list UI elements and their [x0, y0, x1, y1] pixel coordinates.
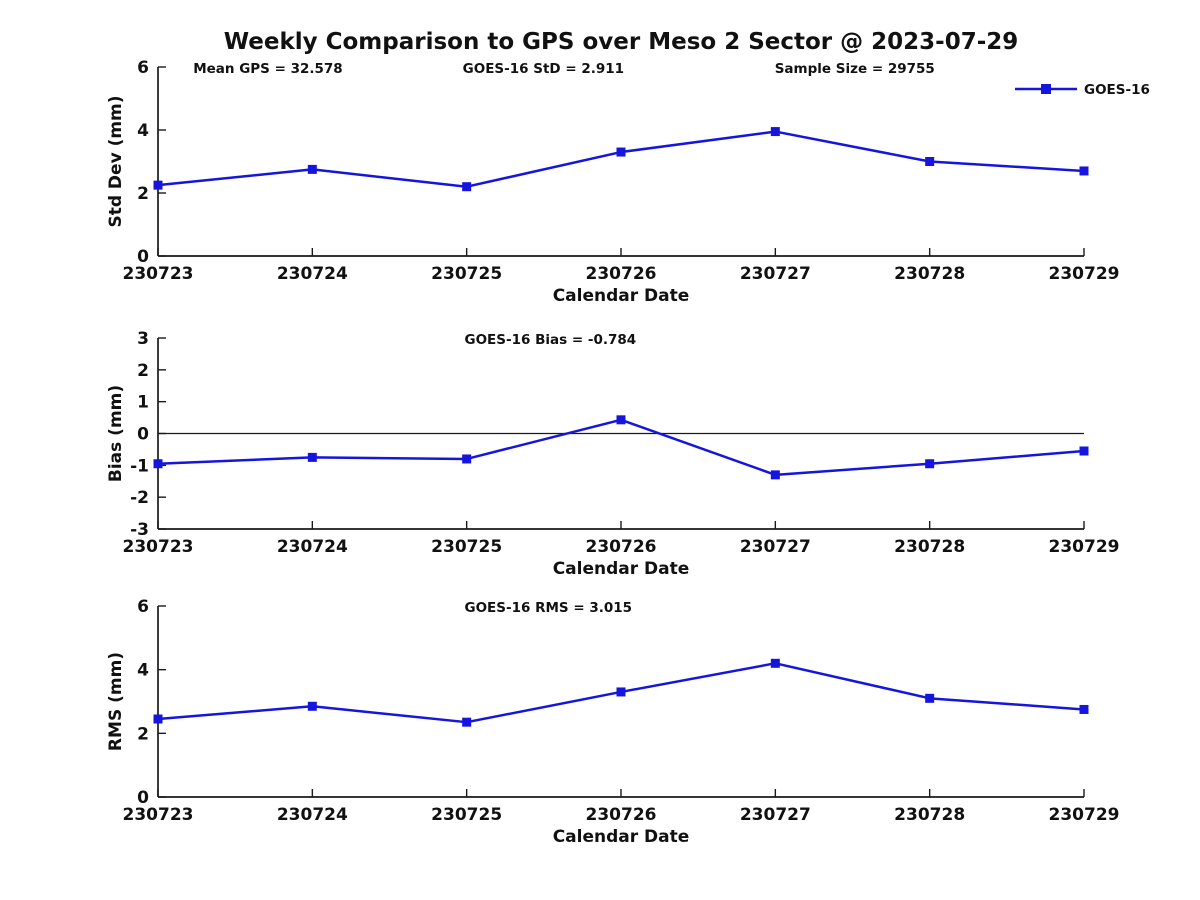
annotation: Sample Size = 29755 [775, 61, 935, 77]
data-point-marker [616, 415, 626, 425]
x-tick-label: 230729 [1049, 805, 1120, 825]
data-point-marker [307, 164, 317, 174]
data-point-marker [462, 717, 472, 727]
x-axis-label: Calendar Date [553, 559, 690, 579]
data-point-marker [925, 157, 935, 166]
y-tick-label: -2 [130, 488, 149, 508]
x-tick-label: 230728 [894, 805, 965, 825]
x-tick-label: 230725 [431, 805, 502, 825]
y-tick-label: 2 [137, 361, 149, 381]
y-tick-label: 0 [137, 247, 149, 267]
y-tick-label: 2 [137, 724, 149, 744]
x-axis-label: Calendar Date [553, 827, 690, 847]
y-tick-label: 2 [137, 184, 149, 204]
y-tick-label: 6 [137, 597, 149, 617]
data-point-marker [770, 127, 780, 137]
x-tick-label: 230726 [586, 805, 657, 825]
subplot-std-dev: 230723 230724 230725 230726 230727 230728 2307… [106, 58, 1150, 306]
y-axis-label: Std Dev (mm) [106, 95, 126, 227]
y-tick-label: -1 [130, 456, 149, 476]
y-axis-label: Bias (mm) [106, 385, 126, 482]
data-point-marker [307, 701, 317, 711]
y-tick-label: 3 [137, 329, 149, 349]
series-line [157, 130, 1085, 188]
y-tick-label: 4 [137, 661, 149, 681]
y-tick-label: 6 [137, 58, 149, 78]
x-tick-label: 230728 [894, 264, 965, 284]
data-point-marker [153, 459, 163, 469]
x-tick-label: 230729 [1049, 264, 1120, 284]
data-point-marker [770, 470, 780, 480]
y-tick-label: 4 [137, 121, 149, 141]
subplot-bias: 230723 230724 230725 230726 230727 230728 2307… [106, 329, 1119, 579]
x-tick-label: 230727 [740, 805, 811, 825]
y-tick-label: 1 [137, 393, 149, 413]
data-point-marker [1079, 446, 1089, 456]
chart-title: Weekly Comparison to GPS over Meso 2 Sec… [223, 29, 1019, 55]
x-tick-label: 230729 [1049, 537, 1120, 557]
x-tick-label: 230727 [740, 264, 811, 284]
x-tick-label: 230726 [586, 264, 657, 284]
series-line [157, 418, 1085, 477]
x-tick-label: 230727 [740, 537, 811, 557]
data-point-marker [1079, 166, 1089, 176]
x-tick-label: 230724 [277, 264, 348, 284]
x-tick-label: 230728 [894, 537, 965, 557]
x-tick-label: 230723 [123, 805, 194, 825]
y-tick-label: -3 [130, 520, 149, 540]
annotation: GOES-16 RMS = 3.015 [465, 600, 633, 616]
x-axis-label: Calendar Date [553, 286, 690, 306]
data-point-marker [770, 658, 780, 668]
x-tick-label: 230723 [123, 537, 194, 557]
x-tick-label: 230725 [431, 537, 502, 557]
subplot-rms: 230723 230724 230725 230726 230727 230728 2307… [106, 597, 1119, 847]
data-point-marker [153, 180, 163, 190]
data-point-marker [462, 182, 472, 192]
data-point-marker [462, 454, 472, 464]
x-tick-label: 230724 [277, 537, 348, 557]
x-tick-label: 230725 [431, 264, 502, 284]
data-point-marker [307, 452, 317, 462]
y-tick-label: 0 [137, 425, 149, 445]
annotation: GOES-16 Bias = -0.784 [465, 332, 637, 348]
legend: GOES-16 [1015, 82, 1150, 98]
x-tick-label: 230724 [277, 805, 348, 825]
data-point-marker [925, 459, 935, 469]
data-point-marker [616, 687, 626, 697]
data-point-marker [153, 714, 163, 724]
data-point-marker [616, 147, 626, 157]
legend-marker [1041, 84, 1051, 94]
y-tick-label: 0 [137, 788, 149, 808]
y-axis-label: RMS (mm) [106, 652, 126, 751]
legend-label: GOES-16 [1084, 82, 1150, 98]
annotation: GOES-16 StD = 2.911 [463, 61, 624, 77]
annotation: Mean GPS = 32.578 [193, 61, 343, 77]
data-point-marker [925, 693, 935, 703]
x-tick-label: 230726 [586, 537, 657, 557]
data-point-marker [1079, 704, 1089, 714]
x-tick-label: 230723 [123, 264, 194, 284]
